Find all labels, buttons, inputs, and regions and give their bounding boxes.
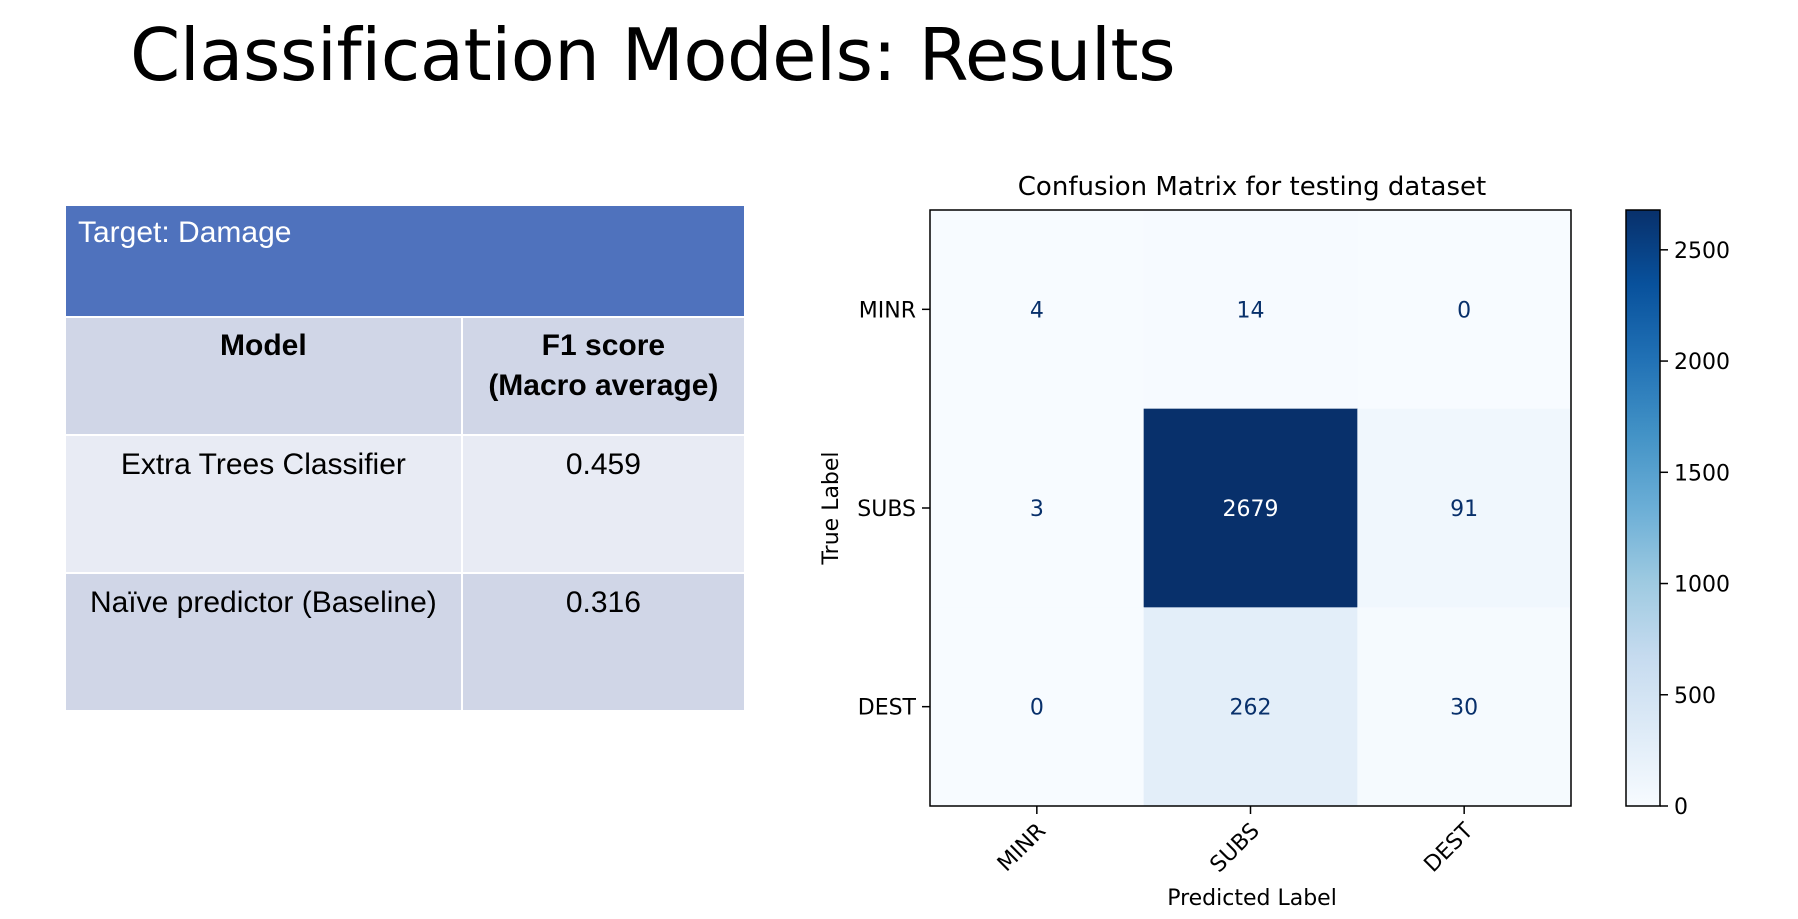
cell-value-label: 91 — [1450, 497, 1478, 522]
model-name-cell: Extra Trees Classifier — [64, 434, 463, 574]
x-tick-label: MINR — [993, 819, 1051, 877]
y-axis-label: True Label — [819, 451, 844, 565]
y-tick-label: DEST — [858, 696, 917, 721]
y-tick-label: SUBS — [857, 497, 916, 522]
x-axis-label: Predicted Label — [1167, 886, 1337, 911]
matrix-cell — [1357, 408, 1572, 608]
model-name-cell: Naïve predictor (Baseline) — [64, 572, 463, 712]
colorbar-tick-label: 1000 — [1674, 573, 1730, 598]
matrix-cell — [930, 607, 1145, 807]
f1-score-cell: 0.459 — [460, 434, 747, 574]
cell-value-label: 262 — [1230, 696, 1272, 721]
matrix-cell — [1357, 210, 1572, 410]
colorbar — [1625, 209, 1661, 807]
chart-title: Confusion Matrix for testing dataset — [1018, 172, 1486, 202]
matrix-cell — [1357, 607, 1572, 807]
confusion-matrix-chart: Confusion Matrix for testing dataset 4 14… — [800, 160, 1798, 914]
results-table: Target: Damage Model F1 score (Macro ave… — [64, 204, 747, 712]
cell-value-label: 30 — [1450, 696, 1478, 721]
target-header: Target: Damage — [64, 204, 746, 318]
column-header-model: Model — [64, 316, 463, 436]
confusion-matrix-svg: Confusion Matrix for testing dataset 4 14… — [819, 172, 1730, 911]
colorbar-tick-label: 0 — [1674, 795, 1688, 820]
matrix-cell — [930, 408, 1145, 608]
matrix-cell — [930, 210, 1145, 410]
table-row: Naïve predictor (Baseline) 0.316 — [64, 572, 747, 712]
y-tick-label: MINR — [859, 298, 916, 323]
slide-title: Classification Models: Results — [130, 13, 1176, 97]
colorbar-tick-label: 2500 — [1674, 239, 1730, 264]
cell-value-label: 4 — [1030, 298, 1044, 323]
column-header-f1: F1 score (Macro average) — [460, 316, 747, 436]
table-row: Extra Trees Classifier 0.459 — [64, 434, 747, 574]
cell-value-label: 2679 — [1223, 497, 1279, 522]
matrix-cell — [1143, 607, 1358, 807]
cell-value-label: 3 — [1030, 497, 1044, 522]
cell-value-label: 14 — [1237, 298, 1265, 323]
x-tick-label: DEST — [1420, 818, 1479, 877]
cell-value-label: 0 — [1030, 696, 1044, 721]
f1-score-cell: 0.316 — [460, 572, 747, 712]
colorbar-tick-label: 500 — [1674, 684, 1716, 709]
matrix-cell — [1143, 210, 1358, 410]
matrix-cell — [1143, 408, 1358, 608]
x-tick-label: SUBS — [1206, 819, 1265, 878]
colorbar-tick-label: 2000 — [1674, 350, 1730, 375]
colorbar-tick-label: 1500 — [1674, 461, 1730, 486]
cell-value-label: 0 — [1457, 298, 1471, 323]
